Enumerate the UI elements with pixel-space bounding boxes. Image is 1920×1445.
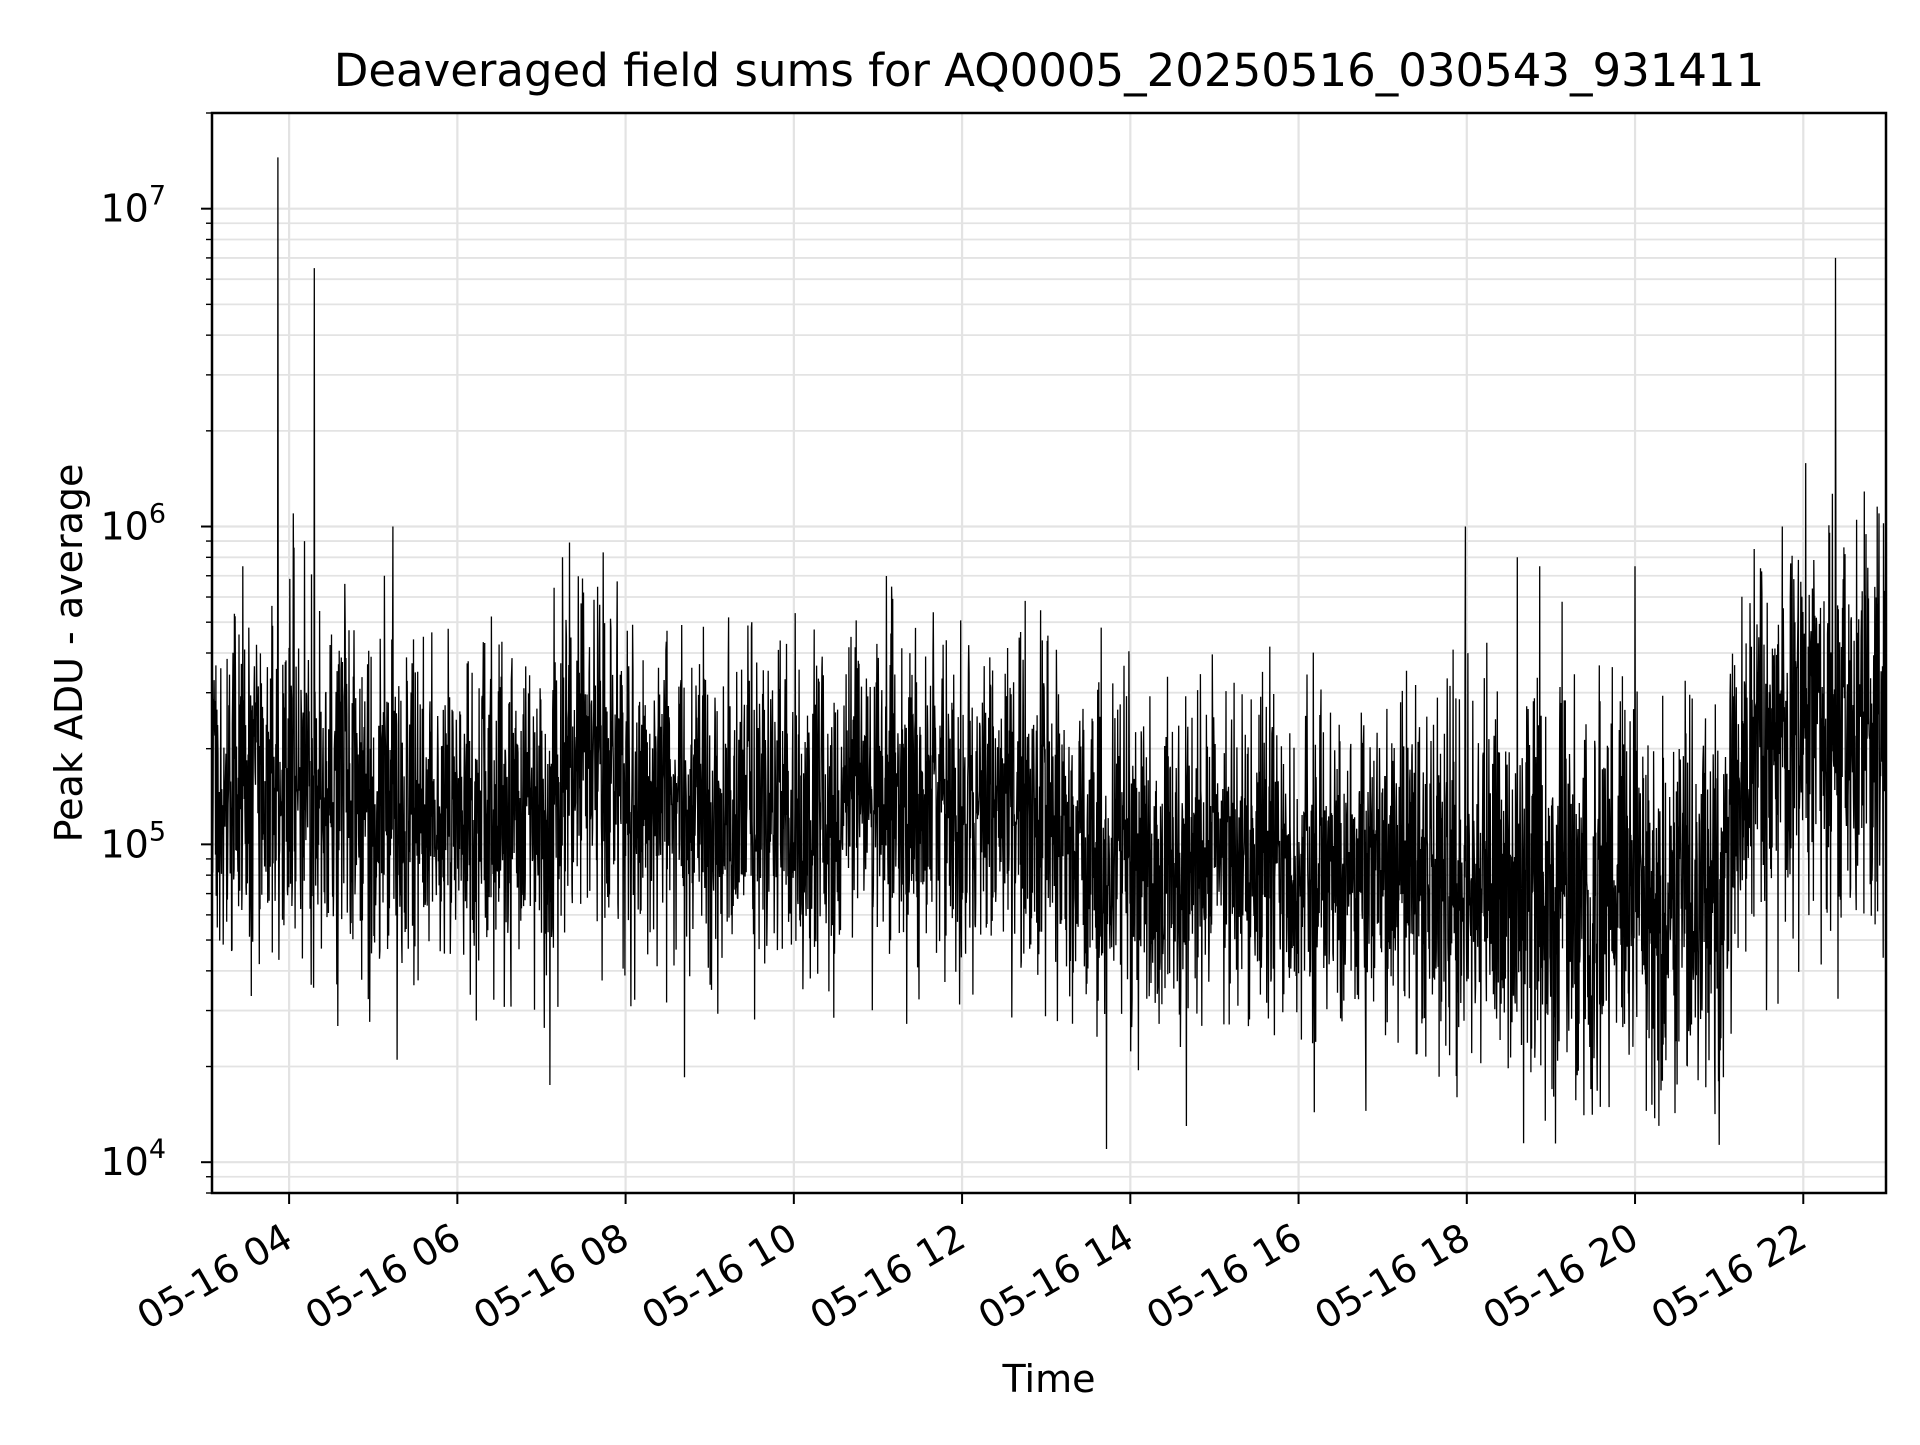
series-line xyxy=(212,157,1886,1150)
x-tick-label: 05-16 22 xyxy=(1644,1215,1814,1339)
y-tick-base: 10 xyxy=(100,822,148,866)
x-tick-label: 05-16 16 xyxy=(1139,1215,1309,1339)
x-tick-label: 05-16 04 xyxy=(130,1215,300,1339)
x-axis-label: Time xyxy=(1002,1357,1096,1401)
y-tick-base: 10 xyxy=(100,1140,148,1184)
y-tick-label: 104 xyxy=(100,1134,166,1184)
x-tick-label: 05-16 18 xyxy=(1307,1215,1477,1339)
y-axis-label: Peak ADU - average xyxy=(47,464,91,843)
y-tick-base: 10 xyxy=(100,505,148,549)
series-line-group xyxy=(212,157,1886,1150)
x-tick-label: 05-16 20 xyxy=(1476,1215,1646,1339)
y-tick-label: 105 xyxy=(100,816,166,866)
y-tick-exponent: 7 xyxy=(149,181,166,212)
x-tick-label: 05-16 08 xyxy=(466,1215,636,1339)
x-tick-label: 05-16 10 xyxy=(634,1215,804,1339)
x-tick-label: 05-16 12 xyxy=(803,1215,973,1339)
y-tick-label: 106 xyxy=(100,499,166,549)
y-tick-exponent: 5 xyxy=(149,816,166,847)
x-tick-label: 05-16 14 xyxy=(971,1215,1141,1339)
x-tick-label: 05-16 06 xyxy=(298,1215,468,1339)
y-tick-label: 107 xyxy=(100,181,166,231)
chart-title: Deaveraged field sums for AQ0005_2025051… xyxy=(334,44,1765,97)
y-tick-exponent: 4 xyxy=(149,1134,166,1165)
y-tick-exponent: 6 xyxy=(149,499,166,530)
y-tick-base: 10 xyxy=(100,187,148,231)
